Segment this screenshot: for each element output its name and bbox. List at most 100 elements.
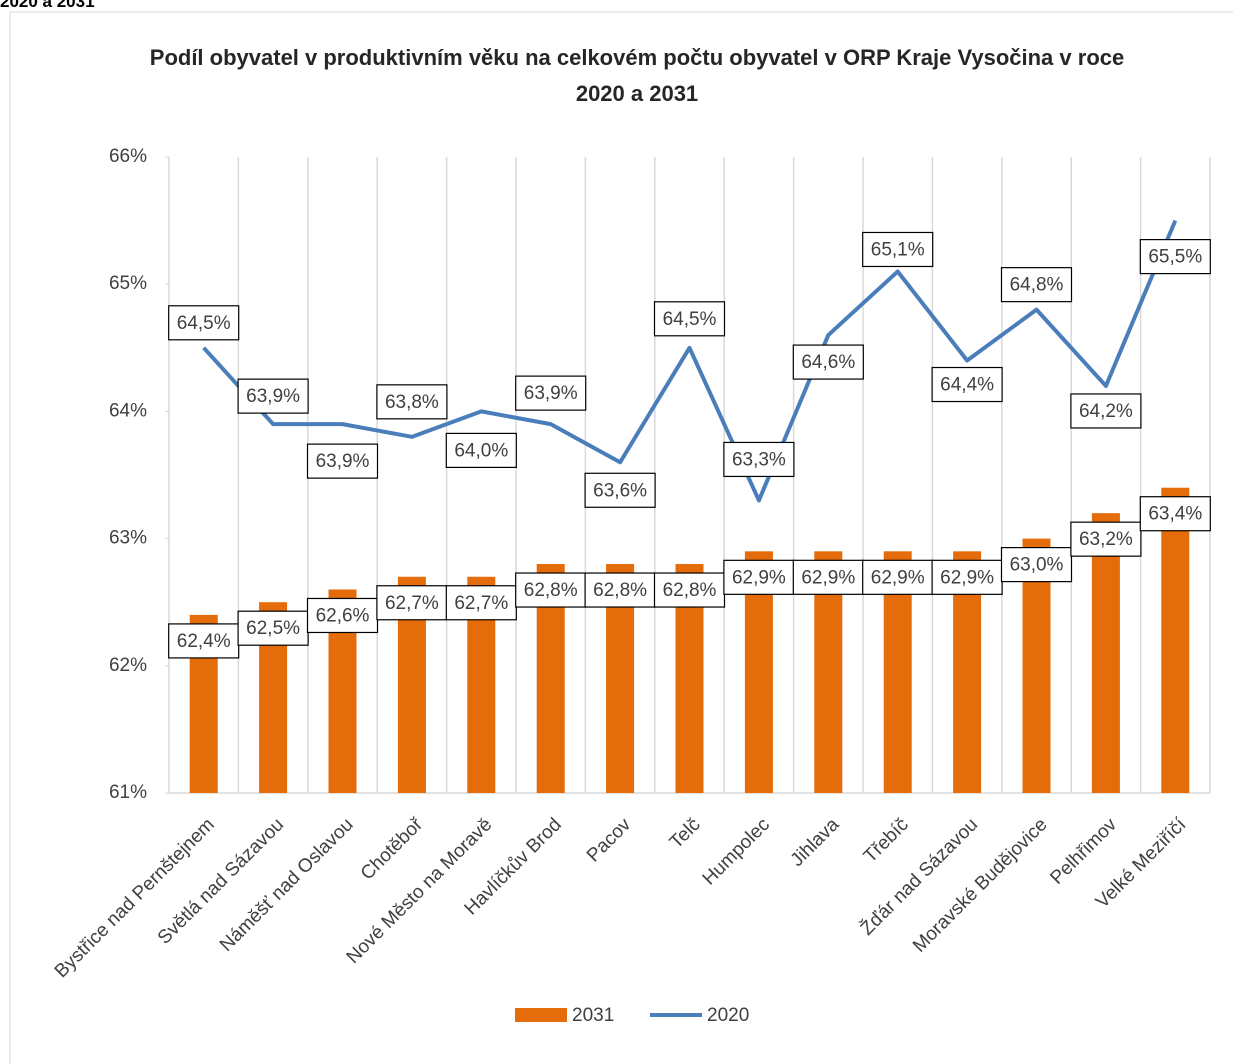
data-label: 62,9% [931, 559, 1003, 595]
data-label-box [445, 585, 517, 621]
data-label: 62,7% [376, 585, 448, 621]
data-label-text: 62,9% [940, 567, 994, 588]
data-label-box [1139, 239, 1211, 275]
x-tick-label: Humpolec [699, 814, 774, 889]
data-label-text: 63,9% [524, 383, 578, 404]
caption: 2020 a 2031 [0, 0, 95, 11]
data-label: 64,5% [168, 305, 240, 341]
data-label-box [1000, 267, 1073, 303]
data-label-box [723, 441, 795, 478]
bar [1161, 487, 1190, 793]
data-label: 63,9% [237, 378, 309, 414]
data-label: 62,8% [584, 572, 656, 608]
data-label: 62,4% [168, 623, 240, 659]
data-label-box [1070, 393, 1142, 429]
data-label-text: 62,9% [732, 567, 786, 588]
x-tick-label: Moravské Budějovice [909, 814, 1052, 957]
y-tick-label: 62% [109, 655, 147, 676]
data-label-text: 63,9% [246, 386, 300, 407]
data-label-box [515, 375, 587, 411]
data-label-box [862, 559, 934, 595]
data-label-box [931, 559, 1003, 595]
data-label-box [168, 623, 240, 659]
chart-border [9, 11, 1233, 1064]
data-label-text: 62,9% [871, 567, 925, 588]
data-label-text: 63,2% [1079, 529, 1133, 550]
line [202, 219, 1178, 503]
data-label-box [931, 366, 1003, 403]
data-label: 63,8% [376, 384, 448, 420]
data-label-text: 64,4% [940, 375, 994, 396]
data-label-text: 63,9% [316, 451, 370, 472]
data-label-text: 62,5% [246, 618, 300, 639]
data-label: 62,6% [306, 597, 379, 634]
data-label-box [376, 384, 448, 420]
data-label-box [653, 301, 726, 337]
data-label-text: 64,2% [1079, 401, 1133, 422]
data-label: 63,6% [584, 472, 656, 508]
data-label-text: 62,4% [177, 631, 231, 652]
data-label-text: 65,5% [1148, 247, 1202, 268]
data-label: 63,3% [723, 441, 795, 478]
data-label: 63,9% [515, 375, 587, 411]
data-label-box [445, 432, 517, 468]
x-tick-label: Žďár nad Sázavou [856, 814, 982, 940]
data-label-box [862, 231, 934, 268]
data-label-text: 62,7% [454, 593, 508, 614]
data-label-text: 64,0% [454, 440, 508, 461]
y-tick-label: 65% [109, 273, 147, 294]
data-label: 65,5% [1139, 239, 1211, 275]
data-label-box [1000, 546, 1073, 583]
data-label-box [306, 443, 379, 479]
legend-swatch [515, 1008, 567, 1022]
data-label-box [792, 344, 864, 380]
chart-title: Podíl obyvatel v produktivním věku na ce… [149, 45, 1125, 106]
data-label-box [168, 305, 240, 341]
data-label-text: 62,8% [663, 580, 717, 601]
data-label-text: 64,8% [1010, 275, 1064, 296]
x-tick-label: Chotěboř [357, 814, 428, 885]
data-label: 63,4% [1139, 496, 1211, 532]
data-label-box [723, 559, 795, 595]
data-label: 65,1% [862, 231, 934, 268]
y-tick-label: 61% [109, 782, 147, 803]
data-label: 64,6% [792, 344, 864, 380]
data-label-text: 63,6% [593, 480, 647, 501]
data-label-text: 63,8% [385, 392, 439, 413]
data-label: 63,0% [1000, 546, 1073, 583]
data-label: 62,9% [792, 559, 864, 595]
legend-label: 2020 [707, 1005, 749, 1026]
x-tick-label: Jihlava [787, 814, 844, 871]
data-label: 64,2% [1070, 393, 1142, 429]
y-tick-label: 63% [109, 528, 147, 549]
data-label-text: 63,0% [1010, 555, 1064, 576]
bar [1091, 513, 1120, 793]
data-label-box [515, 572, 587, 608]
data-label: 62,5% [237, 610, 309, 646]
data-label: 62,7% [445, 585, 517, 621]
data-label-box [653, 572, 726, 608]
data-label: 64,0% [445, 432, 517, 468]
data-label-text: 62,8% [593, 580, 647, 601]
y-tick-label: 64% [109, 400, 147, 421]
data-label-box [306, 597, 379, 634]
data-label-box [792, 559, 864, 595]
data-label-text: 62,6% [316, 605, 370, 626]
data-label-text: 64,6% [801, 352, 855, 373]
data-label-box [1070, 521, 1142, 557]
data-label: 63,9% [306, 443, 379, 479]
data-label-text: 65,1% [871, 239, 925, 260]
data-label: 62,9% [723, 559, 795, 595]
legend-label: 2031 [572, 1005, 614, 1026]
data-label: 62,8% [515, 572, 587, 608]
data-label-box [1139, 496, 1211, 532]
data-label-box [237, 378, 309, 414]
data-label-text: 64,5% [177, 313, 231, 334]
data-label-text: 63,4% [1148, 504, 1202, 525]
data-label: 64,8% [1000, 267, 1073, 303]
x-tick-label: Náměšť nad Oslavou [216, 814, 358, 956]
data-label-box [584, 472, 656, 508]
data-label-box [237, 610, 309, 646]
data-label-text: 62,8% [524, 580, 578, 601]
data-label: 62,8% [653, 572, 726, 608]
